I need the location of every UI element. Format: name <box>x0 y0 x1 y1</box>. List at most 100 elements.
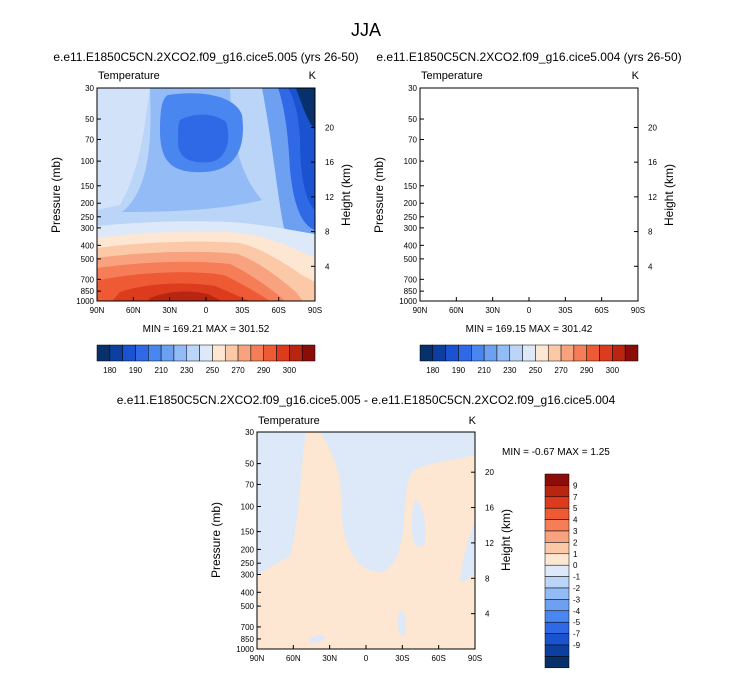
y-tick-label: 1000 <box>236 645 254 654</box>
right-tick-label: 16 <box>485 504 494 513</box>
colorbar-label: 250 <box>529 366 543 375</box>
y-tick-label: 30 <box>85 84 94 93</box>
x-tick-label: 90N <box>250 654 265 663</box>
panel-2-y-label: Pressure (mb) <box>372 157 386 233</box>
colorbar-swatch <box>544 599 570 612</box>
colorbar-swatch <box>148 344 162 362</box>
colorbar-swatch <box>544 485 570 498</box>
colorbar-label: 300 <box>283 366 297 375</box>
colorbar-swatch <box>432 344 446 362</box>
colorbar-label: 0 <box>573 561 578 570</box>
colorbar-swatch <box>224 344 239 362</box>
colorbar-swatch <box>96 344 111 362</box>
right-tick-label: 12 <box>648 193 657 202</box>
y-tick-label: 500 <box>241 602 255 611</box>
y-tick-label: 850 <box>241 635 255 644</box>
x-tick-label: 90N <box>413 306 428 315</box>
y-tick-label: 50 <box>408 115 417 124</box>
panel-2-x-axis: 90N 60N 30N 0 30S 60S 90S <box>413 297 645 315</box>
x-tick-label: 0 <box>204 306 209 315</box>
colorbar-swatch <box>458 344 472 362</box>
y-tick-label: 200 <box>81 199 95 208</box>
colorbar-swatch <box>263 344 277 362</box>
y-tick-label: 150 <box>81 182 95 191</box>
colorbar-swatch <box>237 344 252 362</box>
colorbar-swatch <box>544 519 570 532</box>
panel-3-y2-label: Height (km) <box>499 509 513 571</box>
panel-1-right-axis: 20 16 12 8 4 <box>311 123 334 271</box>
colorbar-swatch <box>544 633 570 646</box>
x-tick-label: 60N <box>286 654 301 663</box>
panel-3-right-axis: 20 16 12 8 4 <box>471 468 494 619</box>
y-tick-label: 700 <box>241 623 255 632</box>
panel-2: e.e11.E1850C5CN.2XCO2.f09_g16.cice5.004 … <box>372 50 682 375</box>
colorbar-swatch <box>544 621 570 634</box>
colorbar-label: 210 <box>154 366 168 375</box>
x-tick-label: 30S <box>558 306 572 315</box>
panel-1-colorbar: 180 190 210 230 250 270 290 300 <box>96 344 316 375</box>
right-tick-label: 4 <box>485 610 490 619</box>
page-title: JJA <box>351 20 381 40</box>
colorbar-label: 7 <box>573 493 578 502</box>
colorbar-label: 290 <box>257 366 271 375</box>
panel-3-stats: MIN = -0.67 MAX = 1.25 <box>502 447 610 458</box>
colorbar-label: 2 <box>573 538 578 547</box>
colorbar-label: -3 <box>573 595 581 604</box>
panel-2-frame <box>419 87 639 302</box>
x-tick-label: 30N <box>322 654 337 663</box>
panel-3-field-label: Temperature <box>258 415 320 427</box>
y-tick-label: 150 <box>241 528 255 537</box>
y-tick-label: 200 <box>241 545 255 554</box>
colorbar-swatch <box>135 344 149 362</box>
colorbar-swatch <box>509 344 523 362</box>
y-tick-label: 70 <box>245 480 254 489</box>
colorbar-swatch <box>419 344 434 362</box>
y-tick-label: 700 <box>81 275 95 284</box>
y-tick-label: 400 <box>81 241 95 250</box>
right-tick-label: 16 <box>648 158 657 167</box>
panel-1-contour-field <box>97 88 315 301</box>
right-tick-label: 4 <box>325 262 330 271</box>
colorbar-swatch <box>544 473 570 486</box>
colorbar-swatch <box>122 344 136 362</box>
panel-1-field-label: Temperature <box>98 70 160 82</box>
y-tick-label: 500 <box>404 255 418 264</box>
x-tick-label: 90S <box>468 654 482 663</box>
y-tick-label: 30 <box>408 84 417 93</box>
colorbar-label: 250 <box>206 366 220 375</box>
colorbar-swatch <box>544 530 570 543</box>
x-tick-label: 60S <box>432 654 446 663</box>
x-tick-label: 60N <box>449 306 464 315</box>
colorbar-label: 230 <box>180 366 194 375</box>
colorbar-swatch <box>522 344 536 362</box>
panel-2-field-label: Temperature <box>421 70 483 82</box>
panel-3-colorbar: 9 7 5 4 3 2 1 0 -1 -2 -3 -4 -5 -7 -9 <box>544 473 581 669</box>
colorbar-label: 290 <box>580 366 594 375</box>
colorbar-swatch <box>483 344 498 362</box>
x-tick-label: 60S <box>272 306 286 315</box>
panel-3-x-axis: 90N 60N 30N 0 30S 60S 90S <box>250 645 482 663</box>
colorbar-label: 5 <box>573 504 578 513</box>
y-tick-label: 400 <box>241 588 255 597</box>
x-tick-label: 30N <box>485 306 500 315</box>
y-tick-label: 250 <box>81 213 95 222</box>
colorbar-label: 270 <box>554 366 568 375</box>
y-tick-label: 70 <box>85 135 94 144</box>
colorbar-label: 190 <box>452 366 466 375</box>
colorbar-swatch <box>544 496 570 509</box>
x-tick-label: 0 <box>527 306 532 315</box>
panel-1-x-axis: 90N 60N 30N 0 30S 60S 90S <box>90 297 322 315</box>
panel-1-title: e.e11.E1850C5CN.2XCO2.f09_g16.cice5.005 … <box>53 50 358 64</box>
x-tick-label: 90N <box>90 306 105 315</box>
colorbar-swatch <box>586 344 600 362</box>
colorbar-swatch <box>199 344 213 362</box>
y-tick-label: 700 <box>404 275 418 284</box>
y-tick-label: 70 <box>408 135 417 144</box>
right-tick-label: 8 <box>325 228 330 237</box>
right-tick-label: 4 <box>648 262 653 271</box>
colorbar-swatch <box>471 344 485 362</box>
colorbar-swatch <box>496 344 511 362</box>
colorbar-swatch <box>544 644 570 657</box>
